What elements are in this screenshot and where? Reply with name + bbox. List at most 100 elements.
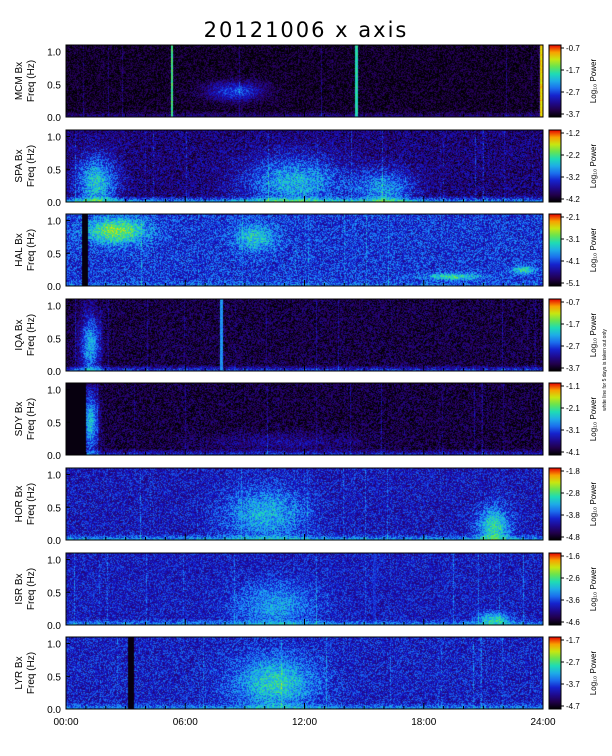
colorbar-tick-label: -1.8 (566, 467, 580, 476)
colorbar-label: Log₁₀ Power (589, 228, 598, 273)
colorbar (548, 44, 562, 118)
y-tick-label: 1.0 (47, 556, 61, 567)
y-tick-label: 0.5 (47, 672, 61, 683)
colorbar-tick-label: -1.7 (566, 66, 580, 75)
colorbar-tick-label: -4.7 (566, 702, 580, 711)
y-tick-label: 1.0 (47, 471, 61, 482)
y-tick-label: 0.0 (47, 282, 61, 293)
colorbar-tick-label: -3.7 (566, 680, 580, 689)
colorbar (548, 552, 562, 626)
colorbar (548, 213, 562, 287)
spectrogram-image (66, 130, 543, 202)
y-tick-label: 1.0 (47, 217, 61, 228)
colorbar (548, 129, 562, 203)
colorbar (548, 298, 562, 372)
colorbar-tick-label: -2.7 (566, 658, 580, 667)
x-tick-label: 12:00 (292, 717, 317, 728)
colorbar-tick-label: -3.7 (566, 364, 580, 373)
y-tick-label: 0.5 (47, 588, 61, 599)
colorbar-tick-label: -4.1 (566, 448, 580, 457)
colorbar (548, 467, 562, 541)
colorbar-tick-label: -2.7 (566, 342, 580, 351)
station-label: LYR Bx (14, 656, 25, 689)
colorbar-tick-label: -2.2 (566, 151, 580, 160)
colorbar-tick-label: -3.6 (566, 596, 580, 605)
x-tick-label: 00:00 (53, 717, 78, 728)
y-tick-label: 0.0 (47, 451, 61, 462)
panel-hal: 0.0 0.5 1.0 HAL Bx Freq (Hz) -2.1 -3.1 -4.1 -5.1… (14, 213, 598, 293)
station-label: HAL Bx (14, 233, 25, 267)
colorbar-tick-label: -2.6 (566, 574, 580, 583)
panel-isr: 0.0 0.5 1.0 ISR Bx Freq (Hz) -1.6 -2.6 -3.6 -4.6… (14, 552, 598, 632)
x-tick-label: 06:00 (173, 717, 198, 728)
station-label: SDY Bx (14, 402, 25, 437)
colorbar-tick-label: -4.6 (566, 618, 580, 627)
colorbar-label: Log₁₀ Power (589, 144, 598, 189)
colorbar-tick-label: -3.7 (566, 110, 580, 119)
colorbar-tick-label: -4.2 (566, 195, 580, 204)
colorbar-label: Log₁₀ Power (589, 397, 598, 442)
colorbar-label: Log₁₀ Power (589, 567, 598, 612)
y-tick-label: 1.0 (47, 640, 61, 651)
y-tick-label: 0.5 (47, 334, 61, 345)
y-axis-label: Freq (Hz) (26, 483, 37, 525)
y-tick-label: 1.0 (47, 386, 61, 397)
y-tick-label: 0.5 (47, 249, 61, 260)
colorbar-tick-label: -1.1 (566, 382, 580, 391)
colorbar-tick-label: -0.7 (566, 44, 580, 53)
y-tick-label: 0.5 (47, 418, 61, 429)
y-tick-label: 1.0 (47, 133, 61, 144)
station-label: MCM Bx (14, 62, 25, 100)
y-tick-label: 0.0 (47, 536, 61, 547)
colorbar-label: Log₁₀ Power (589, 313, 598, 358)
spectrogram-image (66, 468, 543, 540)
colorbar-tick-label: -2.1 (566, 213, 580, 222)
station-label: IQA Bx (14, 319, 25, 350)
y-tick-label: 0.0 (47, 367, 61, 378)
y-tick-label: 0.0 (47, 705, 61, 716)
y-axis-label: Freq (Hz) (26, 568, 37, 610)
panel-mcm: 0.0 0.5 1.0 MCM Bx Freq (Hz) -0.7 -1.7 -2.7 -3.7… (14, 44, 598, 124)
figure-title: 20121006 x axis (203, 18, 409, 42)
spectrogram-image (66, 637, 543, 709)
colorbar-tick-label: -2.8 (566, 489, 580, 498)
spectrogram-image (66, 383, 543, 455)
station-label: ISR Bx (14, 573, 25, 604)
colorbar-tick-label: -2.1 (566, 404, 580, 413)
panel-lyr: 0.0 0.5 1.0 LYR Bx Freq (Hz) -1.7 -2.7 -3.7 -4.7… (14, 636, 598, 716)
spectrogram-image (66, 214, 543, 286)
colorbar-tick-label: -4.8 (566, 533, 580, 542)
y-axis-label: Freq (Hz) (26, 652, 37, 694)
colorbar-label: Log₁₀ Power (589, 59, 598, 104)
colorbar-tick-label: -3.8 (566, 511, 580, 520)
y-tick-label: 0.5 (47, 503, 61, 514)
colorbar-tick-label: -2.7 (566, 88, 580, 97)
panel-spa: 0.0 0.5 1.0 SPA Bx Freq (Hz) -1.2 -2.2 -3.2 -4.2… (14, 129, 598, 209)
y-axis-label: Freq (Hz) (26, 60, 37, 102)
colorbar-tick-label: -1.2 (566, 129, 580, 138)
colorbar-tick-label: -1.6 (566, 552, 580, 561)
colorbar-tick-label: -1.7 (566, 636, 580, 645)
colorbar-tick-label: -3.2 (566, 173, 580, 182)
y-tick-label: 0.0 (47, 198, 61, 209)
colorbar-label: Log₁₀ Power (589, 482, 598, 527)
station-label: SPA Bx (14, 149, 25, 182)
y-axis-label: Freq (Hz) (26, 314, 37, 356)
spectrogram-image (66, 553, 543, 625)
y-tick-label: 1.0 (47, 302, 61, 313)
station-label: HOR Bx (14, 486, 25, 523)
colorbar-tick-label: -3.1 (566, 426, 580, 435)
colorbar (548, 382, 562, 456)
side-note: white line for 5 days is taken out only (602, 329, 608, 411)
colorbar (548, 636, 562, 710)
panel-iqa: 0.0 0.5 1.0 IQA Bx Freq (Hz) -0.7 -1.7 -2.7 -3.7… (14, 298, 598, 378)
colorbar-tick-label: -0.7 (566, 298, 580, 307)
colorbar-tick-label: -4.1 (566, 257, 580, 266)
colorbar-tick-label: -5.1 (566, 279, 580, 288)
colorbar-label: Log₁₀ Power (589, 651, 598, 696)
y-axis-label: Freq (Hz) (26, 398, 37, 440)
y-axis-label: Freq (Hz) (26, 145, 37, 187)
y-axis-label: Freq (Hz) (26, 229, 37, 271)
panel-hor: 0.0 0.5 1.0 HOR Bx Freq (Hz) -1.8 -2.8 -3.8 -4.8… (14, 467, 598, 547)
